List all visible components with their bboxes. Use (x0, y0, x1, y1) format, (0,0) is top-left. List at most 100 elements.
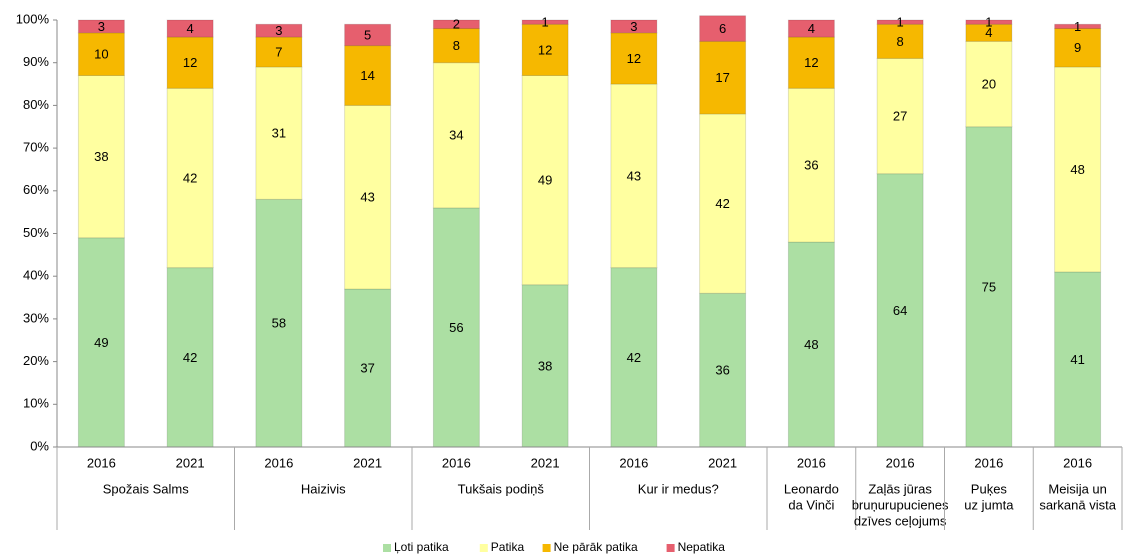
data-label: 1 (1074, 19, 1081, 34)
data-label: 42 (183, 170, 197, 185)
data-label: 48 (1070, 162, 1084, 177)
data-label: 5 (364, 27, 371, 42)
group-label: bruņurupucienes (852, 497, 949, 512)
bar-segment (166, 267, 214, 448)
group-label: Haizivis (301, 481, 346, 496)
data-label: 20 (982, 76, 996, 91)
data-label: 8 (897, 34, 904, 49)
data-label: 48 (804, 337, 818, 352)
data-label: 49 (94, 335, 108, 350)
data-label: 36 (804, 158, 818, 173)
legend-swatch (383, 544, 391, 552)
bar-segment (876, 57, 924, 175)
data-label: 56 (449, 320, 463, 335)
group-label: sarkanā vista (1039, 497, 1116, 512)
data-label: 4 (187, 21, 194, 36)
bar-segment (699, 292, 747, 448)
data-label: 12 (538, 42, 552, 57)
data-label: 14 (360, 68, 374, 83)
group-label: Spožais Salms (103, 481, 189, 496)
bar-segment (344, 104, 392, 290)
data-label: 38 (538, 358, 552, 373)
bar-segment (166, 36, 214, 89)
group-label: uz jumta (964, 497, 1014, 512)
group-label: Meisija un (1048, 481, 1107, 496)
legend-swatch (542, 544, 551, 552)
data-label: 3 (275, 23, 282, 38)
bar-segment (1054, 23, 1102, 30)
x-tick-label: 2016 (619, 455, 648, 470)
group-label: dzīves ceļojums (854, 513, 947, 528)
bar-segment (432, 28, 480, 64)
bar-segment (521, 19, 569, 25)
data-label: 3 (630, 19, 637, 34)
legend-label: Ne pārāk patika (554, 540, 638, 554)
bar-segment (876, 19, 924, 25)
x-tick-label: 2016 (1063, 455, 1092, 470)
data-label: 43 (627, 168, 641, 183)
data-label: 37 (360, 360, 374, 375)
bar-segment (610, 32, 658, 85)
data-label: 1 (542, 15, 549, 30)
data-label: 43 (360, 190, 374, 205)
data-label: 42 (627, 350, 641, 365)
data-label: 34 (449, 128, 463, 143)
data-label: 4 (808, 21, 815, 36)
data-label: 49 (538, 173, 552, 188)
data-label: 7 (275, 44, 282, 59)
legend-label: Ļoti patika (394, 540, 449, 554)
data-label: 10 (94, 47, 108, 62)
x-tick-label: 2016 (87, 455, 116, 470)
legend-label: Patika (491, 540, 525, 554)
x-tick-label: 2016 (886, 455, 915, 470)
data-label: 12 (804, 55, 818, 70)
bar-segment (432, 19, 480, 30)
data-label: 41 (1070, 352, 1084, 367)
bar-segment (1054, 271, 1102, 448)
bar-segment (699, 113, 747, 294)
bar-segment (77, 237, 125, 448)
x-tick-label: 2021 (708, 455, 737, 470)
y-tick-label: 0% (30, 438, 49, 453)
bar-segment (521, 75, 569, 286)
x-tick-label: 2016 (442, 455, 471, 470)
data-label: 36 (715, 363, 729, 378)
bar-segment (965, 19, 1013, 25)
bar-segment (610, 19, 658, 34)
x-tick-label: 2016 (264, 455, 293, 470)
data-label: 12 (183, 55, 197, 70)
y-tick-label: 90% (23, 54, 49, 69)
data-label: 27 (893, 109, 907, 124)
data-label: 64 (893, 303, 907, 318)
data-label: 17 (715, 70, 729, 85)
bar-segment (787, 241, 835, 448)
data-label: 38 (94, 149, 108, 164)
legend-swatch (479, 544, 488, 552)
y-tick-label: 80% (23, 97, 49, 112)
bar-segment (876, 23, 924, 59)
x-tick-label: 2016 (974, 455, 1003, 470)
data-label: 1 (897, 15, 904, 30)
bar-segment (432, 207, 480, 448)
bar-segment (699, 15, 747, 42)
bar-segment (965, 126, 1013, 448)
bar-segment (787, 87, 835, 243)
y-tick-label: 70% (23, 140, 49, 155)
x-tick-label: 2016 (797, 455, 826, 470)
bar-segment (77, 19, 125, 34)
group-label: da Vinči (788, 497, 834, 512)
data-label: 12 (627, 51, 641, 66)
data-label: 75 (982, 279, 996, 294)
x-tick-label: 2021 (353, 455, 382, 470)
group-label: Zaļās jūras (868, 481, 932, 496)
data-label: 4 (985, 25, 992, 40)
bar-segment (787, 36, 835, 89)
group-label: Leonardo (784, 481, 839, 496)
data-label: 31 (272, 126, 286, 141)
data-label: 6 (719, 21, 726, 36)
y-tick-label: 50% (23, 225, 49, 240)
data-label: 42 (715, 196, 729, 211)
y-tick-label: 40% (23, 268, 49, 283)
data-label: 8 (453, 38, 460, 53)
